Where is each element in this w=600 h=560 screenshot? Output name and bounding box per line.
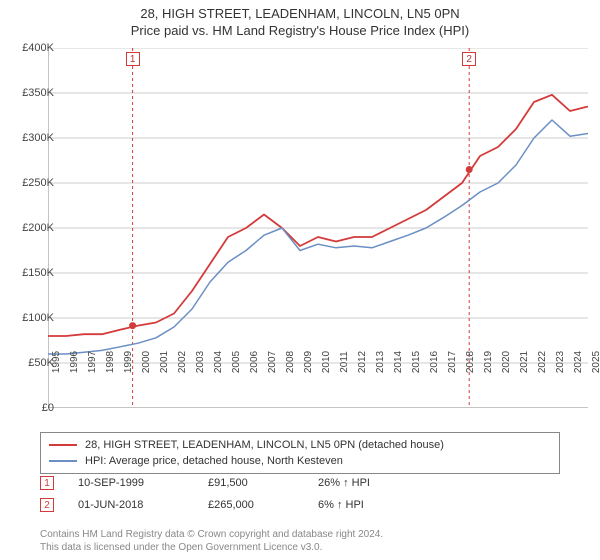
x-tick-label: 2001 [159,351,170,373]
x-tick-label: 1996 [69,351,80,373]
y-tick-label: £0 [42,402,54,414]
x-tick-label: 1998 [105,351,116,373]
x-tick-label: 1995 [51,351,62,373]
title-line-1: 28, HIGH STREET, LEADENHAM, LINCOLN, LN5… [0,6,600,21]
legend-swatch-2 [49,460,77,462]
annotation-date-1: 10-SEP-1999 [78,477,208,489]
x-tick-label: 2002 [177,351,188,373]
footer: Contains HM Land Registry data © Crown c… [40,528,383,554]
legend-label-1: 28, HIGH STREET, LEADENHAM, LINCOLN, LN5… [85,439,444,451]
x-tick-label: 2006 [249,351,260,373]
x-tick-label: 2024 [573,351,584,373]
x-tick-label: 2017 [447,351,458,373]
x-tick-label: 2013 [375,351,386,373]
x-tick-label: 2023 [555,351,566,373]
y-tick-label: £400K [22,42,54,54]
x-tick-label: 2004 [213,351,224,373]
x-tick-label: 2007 [267,351,278,373]
title-line-2: Price paid vs. HM Land Registry's House … [0,23,600,38]
y-tick-label: £250K [22,177,54,189]
x-tick-label: 1997 [87,351,98,373]
legend-item-price-paid: 28, HIGH STREET, LEADENHAM, LINCOLN, LN5… [49,437,551,453]
legend-item-hpi: HPI: Average price, detached house, Nort… [49,453,551,469]
annotation-price-1: £91,500 [208,477,318,489]
x-tick-label: 2010 [321,351,332,373]
chart-title-block: 28, HIGH STREET, LEADENHAM, LINCOLN, LN5… [0,0,600,40]
annotation-delta-2: 6% ↑ HPI [318,499,364,511]
x-tick-label: 2025 [591,351,600,373]
sale-marker-label: 1 [126,52,140,66]
x-tick-label: 2008 [285,351,296,373]
x-tick-label: 2005 [231,351,242,373]
x-tick-label: 2015 [411,351,422,373]
x-tick-label: 2003 [195,351,206,373]
y-tick-label: £200K [22,222,54,234]
x-tick-label: 2022 [537,351,548,373]
x-tick-label: 2021 [519,351,530,373]
x-tick-label: 2014 [393,351,404,373]
legend-label-2: HPI: Average price, detached house, Nort… [85,455,343,467]
annotation-row-2: 2 01-JUN-2018 £265,000 6% ↑ HPI [40,498,364,512]
x-tick-label: 2018 [465,351,476,373]
legend-box: 28, HIGH STREET, LEADENHAM, LINCOLN, LN5… [40,432,560,474]
x-tick-label: 2009 [303,351,314,373]
sale-marker-label: 2 [462,52,476,66]
y-tick-label: £350K [22,87,54,99]
y-tick-label: £100K [22,312,54,324]
x-tick-label: 2012 [357,351,368,373]
annotation-row-1: 1 10-SEP-1999 £91,500 26% ↑ HPI [40,476,370,490]
annotation-date-2: 01-JUN-2018 [78,499,208,511]
footer-line-2: This data is licensed under the Open Gov… [40,541,383,554]
annotation-marker-2: 2 [40,498,54,512]
annotation-marker-1: 1 [40,476,54,490]
x-tick-label: 2000 [141,351,152,373]
y-tick-label: £150K [22,267,54,279]
x-tick-label: 2019 [483,351,494,373]
annotation-delta-1: 26% ↑ HPI [318,477,370,489]
x-tick-label: 2016 [429,351,440,373]
annotation-price-2: £265,000 [208,499,318,511]
y-tick-label: £300K [22,132,54,144]
footer-line-1: Contains HM Land Registry data © Crown c… [40,528,383,541]
x-tick-label: 2011 [339,351,350,373]
x-tick-label: 1999 [123,351,134,373]
x-tick-label: 2020 [501,351,512,373]
legend-swatch-1 [49,444,77,446]
